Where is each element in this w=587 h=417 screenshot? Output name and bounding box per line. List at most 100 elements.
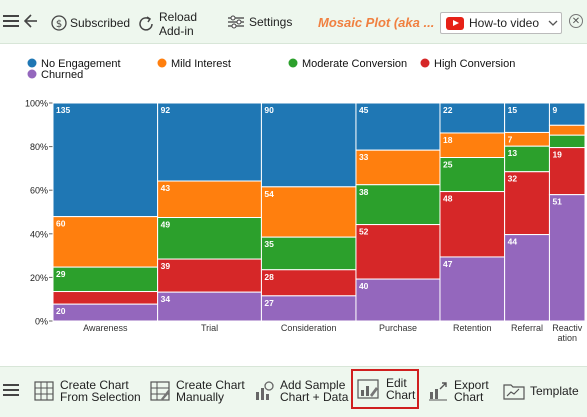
howto-video-select[interactable]: How-to video bbox=[440, 12, 562, 34]
settings-label: Settings bbox=[249, 15, 293, 29]
y-tick-label: 40% bbox=[30, 229, 48, 239]
mosaic-segment bbox=[504, 234, 550, 322]
legend-marker bbox=[420, 58, 430, 68]
mosaic-segment bbox=[52, 291, 159, 305]
chart-type-title: Mosaic Plot (aka ... bbox=[318, 15, 435, 30]
segment-value-label: 43 bbox=[161, 183, 171, 193]
subscribed-label: Subscribed bbox=[70, 16, 131, 30]
legend-label: Churned bbox=[41, 69, 83, 81]
mosaic-segment bbox=[355, 224, 441, 280]
segment-value-label: 34 bbox=[161, 294, 171, 304]
menu-icon[interactable] bbox=[3, 14, 19, 28]
segment-value-label: 33 bbox=[359, 152, 369, 162]
segment-value-label: 13 bbox=[508, 148, 518, 158]
x-tick-label: Purchase bbox=[379, 323, 417, 333]
segment-value-label: 15 bbox=[508, 105, 518, 115]
x-tick-label: Reactiv bbox=[552, 323, 583, 333]
bottom-toolbar: Create Chart From Selection Create Chart… bbox=[0, 366, 587, 417]
legend-marker bbox=[27, 69, 37, 79]
x-tick-label: ation bbox=[557, 333, 577, 343]
segment-value-label: 51 bbox=[552, 197, 562, 207]
segment-value-label: 32 bbox=[508, 174, 518, 184]
mosaic-segment bbox=[260, 186, 357, 238]
y-tick-label: 60% bbox=[30, 186, 48, 196]
edit-chart-button[interactable]: Edit Chart bbox=[351, 369, 419, 409]
segment-value-label: 19 bbox=[552, 150, 562, 160]
export-chart-button[interactable]: Export Chart bbox=[428, 373, 489, 409]
mosaic-segment bbox=[355, 278, 441, 322]
x-tick-label: Trial bbox=[201, 323, 218, 333]
mosaic-segment bbox=[157, 291, 262, 322]
mosaic-segment bbox=[548, 134, 586, 149]
sample-chart-icon bbox=[256, 381, 274, 400]
mosaic-segment bbox=[260, 236, 357, 271]
subscribed-button[interactable]: $ Subscribed bbox=[51, 15, 130, 31]
legend-label: Mild Interest bbox=[171, 58, 231, 70]
mosaic-chart: No Engagement Mild Interest Moderate Conve… bbox=[25, 58, 586, 343]
segment-value-label: 28 bbox=[264, 272, 274, 282]
create-from-selection-button[interactable]: Create Chart From Selection bbox=[34, 373, 141, 409]
y-tick-label: 80% bbox=[30, 142, 48, 152]
y-tick-label: 100% bbox=[25, 99, 48, 109]
create-manually-label: Create Chart Manually bbox=[176, 378, 245, 404]
legend-label: No Engagement bbox=[41, 58, 121, 70]
add-sample-label: Add Sample Chart + Data bbox=[280, 378, 349, 404]
segment-value-label: 92 bbox=[161, 105, 171, 115]
segment-value-label: 47 bbox=[443, 259, 453, 269]
legend-marker bbox=[288, 58, 298, 68]
create-manually-button[interactable]: Create Chart Manually bbox=[150, 373, 245, 409]
template-button[interactable]: Template bbox=[503, 373, 579, 409]
add-sample-button[interactable]: Add Sample Chart + Data bbox=[254, 373, 348, 409]
segment-value-label: 7 bbox=[508, 134, 513, 144]
segment-value-label: 25 bbox=[443, 160, 453, 170]
segment-value-label: 48 bbox=[443, 194, 453, 204]
segment-value-label: 29 bbox=[56, 269, 66, 279]
mosaic-segment bbox=[260, 102, 357, 188]
x-tick-label: Awareness bbox=[83, 323, 128, 333]
settings-button[interactable]: Settings bbox=[228, 15, 292, 29]
segment-value-label: 40 bbox=[359, 281, 369, 291]
segment-value-label: 52 bbox=[359, 227, 369, 237]
mosaic-segment bbox=[548, 147, 586, 196]
mosaic-segment bbox=[260, 295, 357, 322]
mosaic-segment bbox=[504, 171, 550, 236]
legend-marker bbox=[27, 58, 37, 68]
segment-value-label: 35 bbox=[264, 239, 274, 249]
dollar-icon: $ bbox=[51, 15, 67, 31]
mosaic-segment bbox=[157, 258, 262, 293]
template-label: Template bbox=[530, 384, 579, 398]
youtube-icon bbox=[446, 16, 464, 30]
table-grid-icon bbox=[34, 381, 54, 401]
create-from-selection-label: Create Chart From Selection bbox=[60, 378, 141, 404]
export-chart-icon bbox=[429, 382, 447, 401]
bottom-menu-icon[interactable] bbox=[3, 380, 19, 400]
segment-value-label: 44 bbox=[508, 237, 518, 247]
top-toolbar: $ Subscribed Reload Add-in Settings Mosa… bbox=[0, 0, 587, 44]
mosaic-segment bbox=[355, 184, 441, 226]
chevron-down-icon bbox=[548, 20, 558, 26]
segment-value-label: 27 bbox=[264, 298, 274, 308]
legend-label: High Conversion bbox=[434, 58, 515, 70]
segment-value-label: 90 bbox=[264, 105, 274, 115]
segment-value-label: 49 bbox=[161, 220, 171, 230]
reload-button[interactable]: Reload Add-in bbox=[137, 10, 197, 38]
mosaic-segment bbox=[52, 266, 159, 293]
x-tick-label: Retention bbox=[453, 323, 492, 333]
segment-value-label: 39 bbox=[161, 261, 171, 271]
howto-label: How-to video bbox=[469, 16, 540, 30]
mosaic-segment bbox=[355, 102, 441, 151]
close-icon[interactable]: ✕ bbox=[569, 14, 583, 28]
mosaic-segment bbox=[548, 194, 586, 322]
mosaic-segment bbox=[548, 124, 586, 136]
legend-marker bbox=[157, 58, 167, 68]
back-arrow-icon[interactable] bbox=[24, 14, 38, 28]
export-chart-label: Export Chart bbox=[454, 378, 489, 404]
mosaic-segment bbox=[355, 149, 441, 186]
y-tick-label: 0% bbox=[35, 317, 48, 327]
svg-text:$: $ bbox=[56, 19, 62, 30]
segment-value-label: 60 bbox=[56, 219, 66, 229]
mosaic-segment bbox=[52, 303, 159, 322]
x-tick-label: Consideration bbox=[281, 323, 337, 333]
segment-value-label: 135 bbox=[56, 105, 70, 115]
reload-label: Reload Add-in bbox=[159, 10, 198, 38]
